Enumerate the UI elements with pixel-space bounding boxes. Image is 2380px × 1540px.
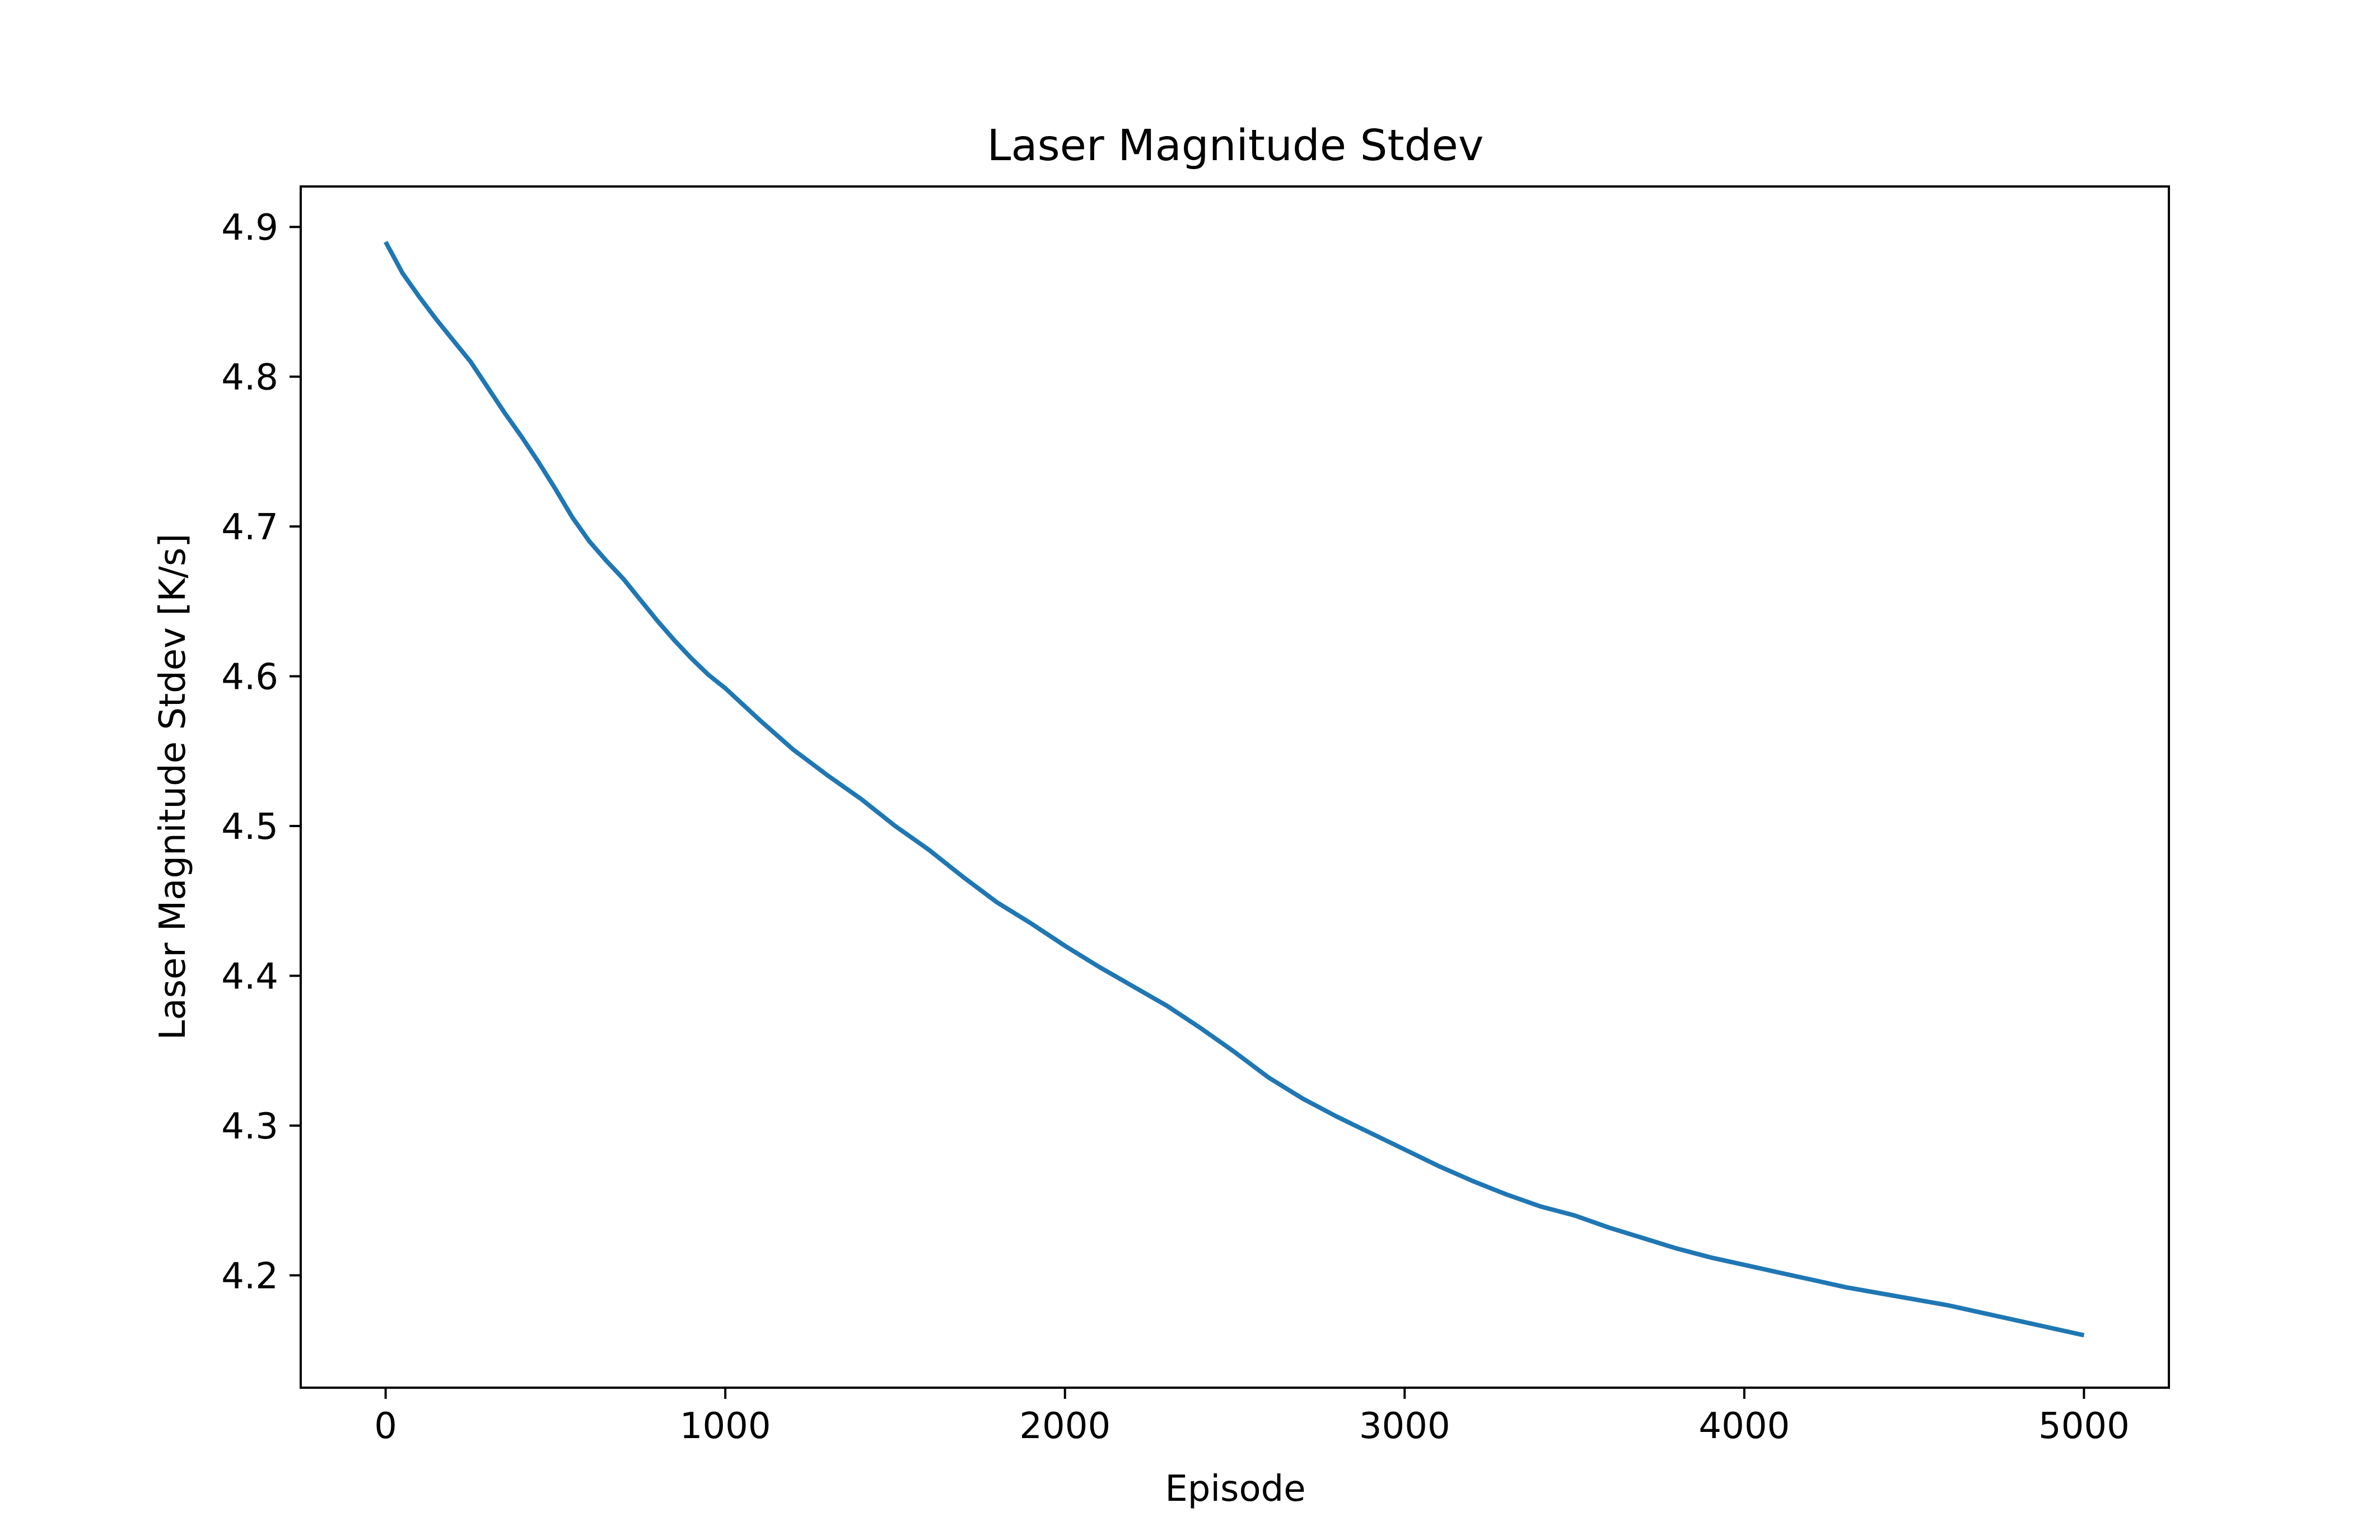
x-tick-label: 2000	[1019, 1406, 1110, 1447]
x-tick-label: 5000	[2038, 1406, 2130, 1447]
y-tick-label: 4.2	[221, 1256, 278, 1297]
x-tick-label: 4000	[1698, 1406, 1790, 1447]
y-tick-label: 4.8	[221, 357, 278, 399]
x-tick-label: 1000	[680, 1406, 771, 1447]
plot-frame	[300, 185, 2170, 1389]
series-line	[384, 241, 2085, 1338]
y-tick-label: 4.5	[221, 806, 278, 848]
chart-title: Laser Magnitude Stdev	[987, 121, 1483, 171]
x-tick-label: 3000	[1359, 1406, 1450, 1447]
plot-area	[301, 186, 2169, 1388]
y-axis-ticks: 4.2 4.3 4.4 4.5 4.6 4.7 4.8 4.9	[221, 207, 301, 1297]
y-tick-label: 4.3	[221, 1106, 278, 1147]
y-tick-label: 4.6	[221, 657, 278, 698]
x-axis-ticks: 0 1000 2000 3000 4000 5000	[374, 1388, 2130, 1447]
y-tick-label: 4.7	[221, 507, 278, 548]
y-tick-label: 4.4	[221, 956, 278, 997]
series-layer	[384, 241, 2085, 1338]
y-axis-label: Laser Magnitude Stdev [K/s]	[152, 534, 194, 1040]
x-axis-label: Episode	[1165, 1468, 1305, 1510]
y-tick-label: 4.9	[221, 207, 278, 249]
plot-background	[301, 186, 2169, 1388]
x-tick-label: 0	[374, 1406, 397, 1447]
